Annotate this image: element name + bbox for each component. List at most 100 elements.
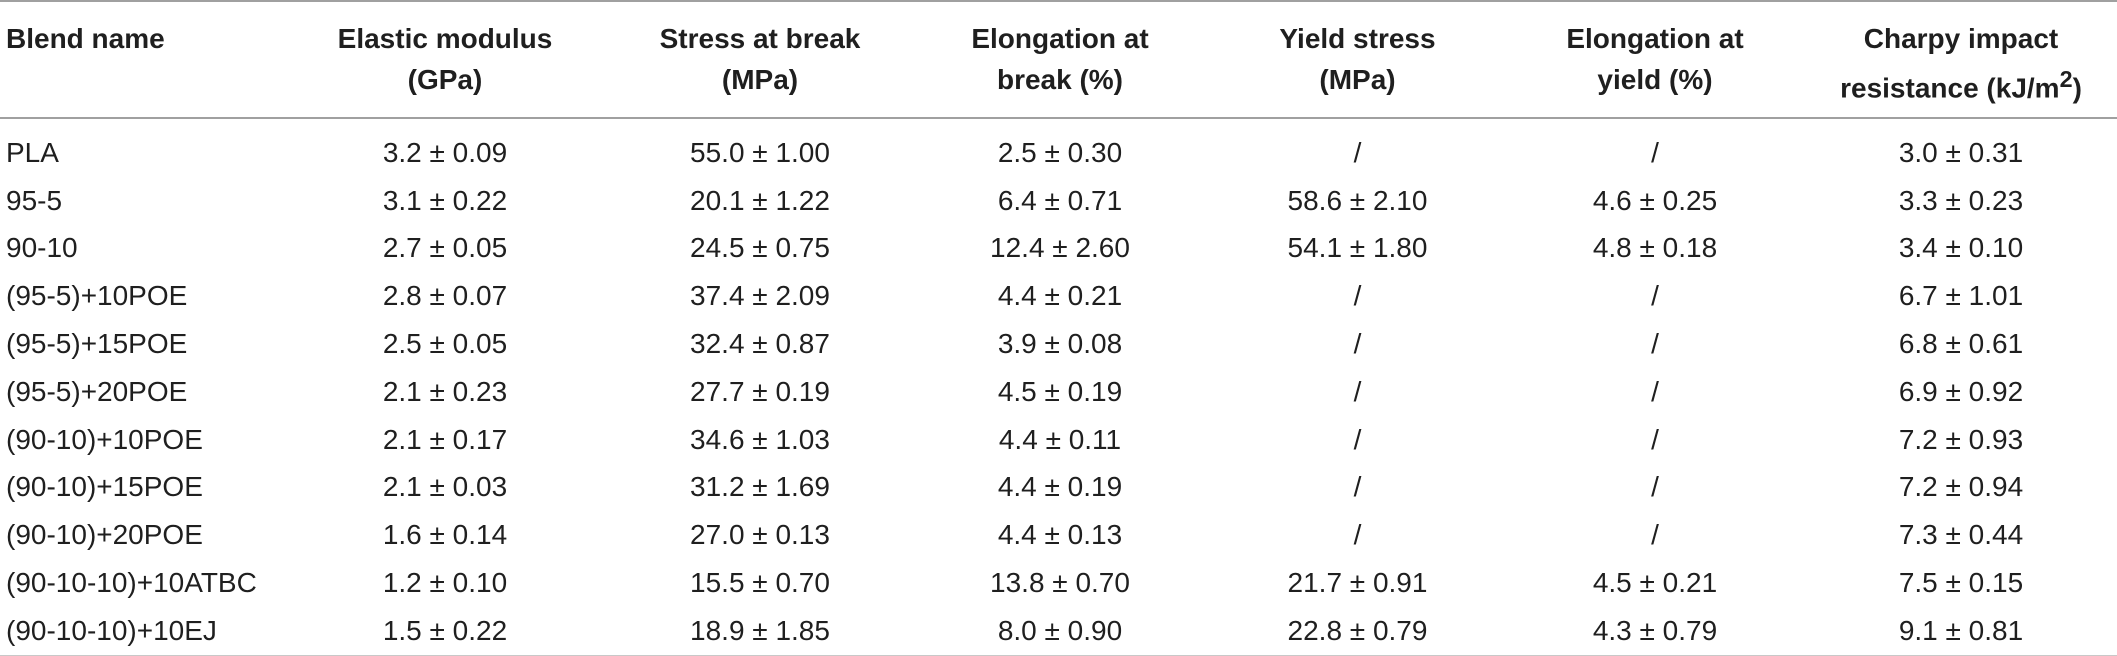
- cell-charpy-impact-resistance: 9.1 ± 0.81: [1805, 606, 2117, 656]
- cell-blend-name: (90-10)+15POE: [6, 471, 203, 503]
- cell-yield-stress: /: [1353, 136, 1362, 168]
- table-row: (90-10)+10POE 2.1 ± 0.17 34.6 ± 1.03 4.4 ± …: [0, 416, 2117, 464]
- cell-elongation-at-yield: /: [1651, 471, 1659, 503]
- cell-elongation-at-break: 13.8 ± 0.70: [990, 567, 1130, 599]
- cell-stress-at-break: 37.4 ± 2.09: [690, 280, 830, 312]
- table-row: (90-10-10)+10ATBC 1.2 ± 0.10 15.5 ± 0.70 13…: [0, 559, 2117, 607]
- cell-blend-name: (95-5)+20POE: [6, 375, 188, 407]
- cell-stress-at-break: 15.5 ± 0.70: [690, 567, 830, 599]
- cell-yield-stress: /: [1353, 471, 1362, 503]
- table-row: (95-5)+15POE 2.5 ± 0.05 32.4 ± 0.87 3.9 ± 0…: [0, 320, 2117, 368]
- cell-charpy-impact-resistance: 3.4 ± 0.10: [1898, 232, 2024, 264]
- cell-blend-name: (90-10-10)+10EJ: [0, 606, 280, 656]
- cell-elastic-modulus: 2.7 ± 0.05: [382, 232, 508, 264]
- cell-elongation-at-yield: /: [1651, 423, 1659, 455]
- table-body: PLA 3.2 ± 0.09 55.0 ± 1.00 2.5 ± 0.30 / / 3.0 …: [0, 118, 2117, 656]
- cell-elastic-modulus: 2.1 ± 0.03: [382, 471, 508, 503]
- cell-elongation-at-yield: 4.8 ± 0.18: [1592, 232, 1718, 264]
- cell-elongation-at-break: 8.0 ± 0.90: [910, 606, 1210, 656]
- cell-blend-name: (95-5)+15POE: [6, 328, 188, 360]
- cell-blend-name: (95-5)+10POE: [6, 280, 188, 312]
- cell-charpy-impact-resistance: 6.9 ± 0.92: [1898, 375, 2024, 407]
- cell-elongation-at-break: 4.5 ± 0.19: [997, 375, 1123, 407]
- header-blend-name: Blend name: [6, 23, 165, 54]
- cell-elongation-at-break: 2.5 ± 0.30: [997, 136, 1123, 168]
- cell-elongation-at-break: 6.4 ± 0.71: [997, 184, 1123, 216]
- table-row: 95-5 3.1 ± 0.22 20.1 ± 1.22 6.4 ± 0.71 58.6 …: [0, 177, 2117, 225]
- cell-blend-name: (90-10)+20POE: [6, 519, 203, 551]
- cell-elongation-at-break: 4.4 ± 0.13: [997, 519, 1123, 551]
- table-row: 90-10 2.7 ± 0.05 24.5 ± 0.75 12.4 ± 2.60 54.…: [0, 225, 2117, 273]
- cell-stress-at-break: 27.0 ± 0.13: [690, 519, 830, 551]
- header-elongation-at-break: Elongation at break (%): [971, 23, 1149, 95]
- cell-elongation-at-break: 12.4 ± 2.60: [990, 232, 1130, 264]
- cell-yield-stress: /: [1353, 375, 1362, 407]
- cell-elongation-at-break: 4.4 ± 0.11: [998, 423, 1122, 455]
- cell-elongation-at-break: 4.4 ± 0.19: [997, 471, 1123, 503]
- cell-stress-at-break: 24.5 ± 0.75: [690, 232, 830, 264]
- table-row: (90-10-10)+10EJ 1.5 ± 0.22 18.9 ± 1.85 8.0 …: [0, 606, 2117, 656]
- cell-elastic-modulus: 1.6 ± 0.14: [382, 519, 508, 551]
- cell-elastic-modulus: 3.1 ± 0.22: [382, 184, 508, 216]
- cell-blend-name: (90-10)+10POE: [6, 423, 203, 455]
- cell-charpy-impact-resistance: 7.5 ± 0.15: [1898, 567, 2024, 599]
- cell-yield-stress: /: [1353, 519, 1362, 551]
- table-row: PLA 3.2 ± 0.09 55.0 ± 1.00 2.5 ± 0.30 / / 3.0 …: [0, 118, 2117, 177]
- cell-charpy-impact-resistance: 6.7 ± 1.01: [1898, 280, 2024, 312]
- header-charpy-impact-resistance: Charpy impact resistance (kJ/m2): [1840, 23, 2082, 104]
- table-header: Blend name Elastic modulus (GPa) Stress …: [0, 1, 2117, 118]
- cell-stress-at-break: 18.9 ± 1.85: [610, 606, 910, 656]
- header-row: Blend name Elastic modulus (GPa) Stress …: [0, 1, 2117, 118]
- cell-stress-at-break: 32.4 ± 0.87: [690, 328, 830, 360]
- cell-yield-stress: /: [1353, 423, 1362, 455]
- cell-yield-stress: /: [1353, 328, 1362, 360]
- cell-elastic-modulus: 2.1 ± 0.23: [382, 375, 508, 407]
- cell-stress-at-break: 20.1 ± 1.22: [690, 184, 830, 216]
- cell-charpy-impact-resistance: 7.2 ± 0.93: [1898, 423, 2024, 455]
- cell-elongation-at-yield: /: [1651, 280, 1659, 312]
- cell-blend-name: 95-5: [6, 184, 63, 216]
- cell-elongation-at-yield: 4.6 ± 0.25: [1592, 184, 1718, 216]
- cell-elastic-modulus: 2.8 ± 0.07: [382, 280, 508, 312]
- table-row: (95-5)+10POE 2.8 ± 0.07 37.4 ± 2.09 4.4 ± 0…: [0, 272, 2117, 320]
- cell-yield-stress: 21.7 ± 0.91: [1287, 567, 1428, 599]
- cell-charpy-impact-resistance: 6.8 ± 0.61: [1898, 328, 2024, 360]
- cell-elongation-at-yield: /: [1651, 328, 1659, 360]
- cell-elastic-modulus: 2.5 ± 0.05: [382, 328, 508, 360]
- header-yield-stress: Yield stress (MPa): [1279, 23, 1436, 95]
- cell-elongation-at-break: 4.4 ± 0.21: [997, 280, 1123, 312]
- cell-yield-stress: 54.1 ± 1.80: [1287, 232, 1428, 264]
- cell-stress-at-break: 55.0 ± 1.00: [690, 136, 830, 168]
- cell-elongation-at-yield: /: [1651, 375, 1659, 407]
- header-stress-at-break: Stress at break (MPa): [659, 23, 861, 95]
- cell-charpy-impact-resistance: 3.3 ± 0.23: [1898, 184, 2024, 216]
- cell-elastic-modulus: 1.2 ± 0.10: [382, 567, 508, 599]
- superscript-2: 2: [2059, 66, 2073, 92]
- cell-charpy-impact-resistance: 3.0 ± 0.31: [1898, 136, 2024, 168]
- cell-blend-name: 90-10: [6, 232, 78, 264]
- table-row: (90-10)+15POE 2.1 ± 0.03 31.2 ± 1.69 4.4 ± …: [0, 464, 2117, 512]
- cell-elongation-at-yield: /: [1651, 136, 1659, 168]
- cell-elastic-modulus: 2.1 ± 0.17: [382, 423, 508, 455]
- cell-stress-at-break: 27.7 ± 0.19: [690, 375, 830, 407]
- header-elongation-at-yield: Elongation at yield (%): [1566, 23, 1744, 95]
- cell-stress-at-break: 34.6 ± 1.03: [690, 423, 830, 455]
- cell-elongation-at-yield: 4.5 ± 0.21: [1592, 567, 1718, 599]
- cell-yield-stress: 22.8 ± 0.79: [1210, 606, 1505, 656]
- cell-blend-name: (90-10-10)+10ATBC: [6, 567, 257, 599]
- header-elastic-modulus: Elastic modulus (GPa): [337, 23, 553, 95]
- cell-charpy-impact-resistance: 7.3 ± 0.44: [1898, 519, 2024, 551]
- cell-yield-stress: /: [1353, 280, 1362, 312]
- cell-elastic-modulus: 1.5 ± 0.22: [280, 606, 610, 656]
- table-row: (95-5)+20POE 2.1 ± 0.23 27.7 ± 0.19 4.5 ± 0…: [0, 368, 2117, 416]
- cell-stress-at-break: 31.2 ± 1.69: [690, 471, 830, 503]
- cell-elastic-modulus: 3.2 ± 0.09: [382, 136, 508, 168]
- cell-yield-stress: 58.6 ± 2.10: [1287, 184, 1428, 216]
- cell-charpy-impact-resistance: 7.2 ± 0.94: [1898, 471, 2024, 503]
- cell-elongation-at-yield: /: [1651, 519, 1659, 551]
- cell-elongation-at-break: 3.9 ± 0.08: [997, 328, 1123, 360]
- table-row: (90-10)+20POE 1.6 ± 0.14 27.0 ± 0.13 4.4 ± …: [0, 511, 2117, 559]
- cell-blend-name: PLA: [6, 136, 59, 168]
